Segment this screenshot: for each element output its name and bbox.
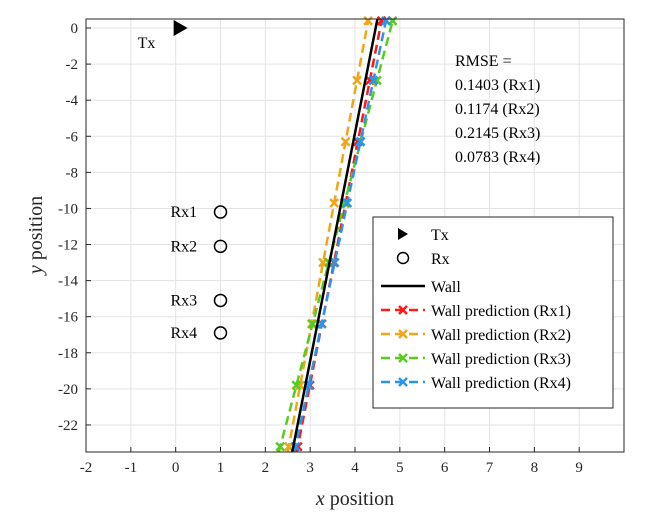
x-tick-label-5: 3 [306, 460, 314, 476]
rx4-prediction-marker-7 [381, 15, 391, 26]
rx4-prediction-marker-6 [368, 75, 379, 86]
y-tick-label-1: -2 [66, 57, 79, 73]
axes: -2 -1 0 1 2 3 4 5 6 7 8 90-2-4-6-8-10-12-14-16-18-2… [58, 21, 583, 476]
rx4-prediction-marker-5 [355, 136, 366, 147]
legend-rx-label: Rx [431, 251, 450, 268]
rx3-prediction-marker-1 [291, 380, 302, 391]
rx3-prediction-line [277, 18, 395, 453]
rx2-prediction-marker-7 [363, 15, 373, 26]
rx4-prediction-line [293, 18, 388, 453]
y-tick-label-7: -14 [58, 274, 78, 290]
legend-item-wall: Wall [381, 279, 461, 296]
x-tick-label-6: 4 [351, 460, 359, 476]
x-tick-label-11: 9 [575, 460, 583, 476]
legend-rx2-marker [398, 329, 408, 339]
rmse-rx2: 0.1174 (Rx2) [455, 101, 540, 118]
x-tick-label-8: 6 [441, 460, 449, 476]
legend-rx1-label: Wall prediction (Rx1) [431, 303, 571, 320]
x-tick-label-1: -1 [125, 460, 138, 476]
legend-rx3-label: Wall prediction (Rx3) [431, 351, 571, 368]
rx4-label: Rx4 [171, 325, 198, 342]
x-tick-label-2: 0 [172, 460, 180, 476]
rx2-marker [213, 239, 228, 254]
rx2-prediction-marker-6 [352, 75, 362, 86]
rmse-annotation: RMSE = 0.1403 (Rx1) 0.1174 (Rx2) 0.2145 … [455, 53, 540, 166]
tx-marker [173, 20, 188, 37]
y-tick-label-6: -12 [58, 238, 78, 254]
rx4-prediction-marker-3 [329, 257, 340, 268]
plot-area: Tx Rx1 Rx2 Rx3 Rx4 [138, 15, 398, 453]
legend-item-tx: Tx [398, 227, 449, 244]
legend-rx3-marker [398, 353, 408, 363]
legend-rx1-marker [398, 305, 408, 315]
rx1-label: Rx1 [171, 204, 198, 221]
legend-item-rx: Rx [396, 251, 450, 268]
rmse-rx4: 0.0783 (Rx4) [455, 149, 540, 166]
x-tick-label-7: 5 [396, 460, 404, 476]
legend: Tx Rx Wall Wall prediction (Rx1) Wall pr… [372, 216, 614, 409]
legend-rx4-label: Wall prediction (Rx4) [431, 375, 571, 392]
rx3-marker [213, 293, 228, 308]
y-tick-label-5: -10 [58, 201, 78, 217]
y-tick-label-3: -6 [66, 129, 79, 145]
rmse-rx3: 0.2145 (Rx3) [455, 125, 540, 142]
x-tick-label-4: 2 [262, 460, 270, 476]
rmse-rx1: 0.1403 (Rx1) [455, 77, 540, 94]
y-tick-label-11: -22 [58, 418, 78, 434]
y-tick-label-0: 0 [71, 21, 79, 37]
x-tick-label-0: -2 [80, 460, 93, 476]
legend-rx2-label: Wall prediction (Rx2) [431, 327, 571, 344]
legend-box [372, 216, 614, 409]
rx3-prediction-marker-2 [307, 319, 318, 329]
legend-item-rx3: Wall prediction (Rx3) [381, 351, 571, 368]
legend-tx-label: Tx [431, 227, 449, 244]
legend-rx4-marker [398, 377, 408, 387]
rx3-prediction-marker-0 [275, 441, 286, 452]
rx2-prediction-line [286, 18, 370, 453]
wall-line [291, 18, 379, 453]
rx2-prediction-marker-5 [340, 136, 351, 147]
legend-tx-marker [398, 228, 408, 240]
x-tick-label-3: 1 [217, 460, 225, 476]
legend-rx-marker [396, 251, 410, 265]
rx4-prediction-marker-4 [342, 198, 353, 208]
tx-label: Tx [138, 35, 156, 52]
rx2-label: Rx2 [171, 238, 198, 255]
y-tick-label-2: -4 [66, 93, 79, 109]
y-tick-label-8: -16 [58, 310, 78, 326]
rx2-prediction-marker-4 [329, 198, 340, 208]
x-axis-label: x position [315, 488, 394, 510]
plot-frame [85, 18, 625, 453]
legend-item-rx4: Wall prediction (Rx4) [381, 375, 571, 392]
x-tick-label-9: 7 [486, 460, 494, 476]
legend-wall-label: Wall [431, 279, 461, 296]
legend-item-rx1: Wall prediction (Rx1) [381, 303, 571, 320]
x-tick-label-10: 8 [531, 460, 539, 476]
rmse-title: RMSE = [455, 53, 512, 70]
legend-item-rx2: Wall prediction (Rx2) [381, 327, 571, 344]
rx3-label: Rx3 [171, 292, 198, 309]
y-tick-label-10: -20 [58, 382, 78, 398]
y-tick-label-4: -8 [66, 165, 79, 181]
rx1-marker [213, 205, 228, 219]
y-axis-label: y position [25, 196, 47, 276]
y-tick-label-9: -18 [58, 346, 78, 362]
rx4-marker [213, 326, 228, 340]
